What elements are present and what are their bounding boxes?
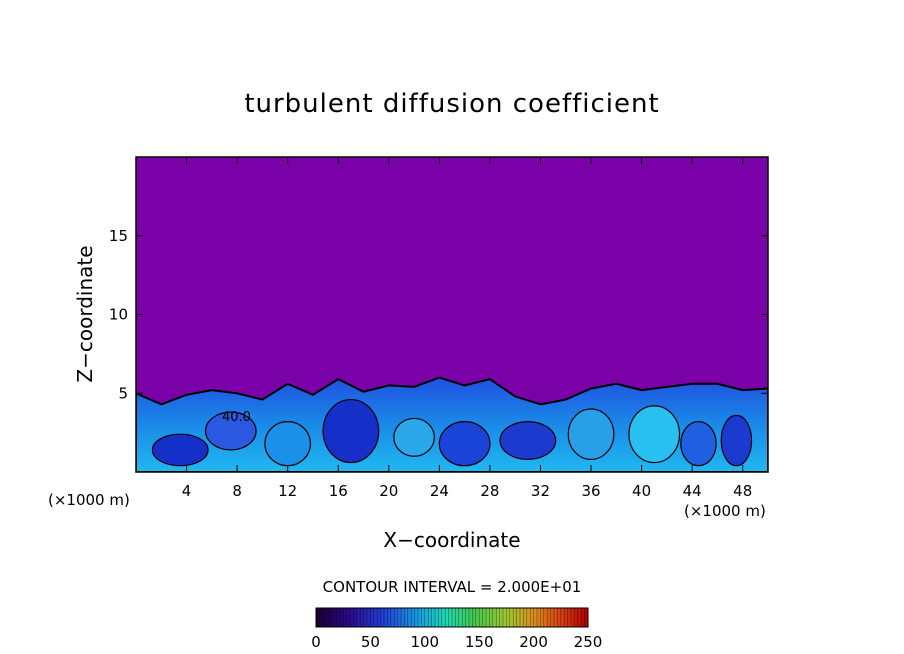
eddy xyxy=(438,421,491,467)
plot-area: 40.0 xyxy=(136,157,768,472)
x-tick-label: 40 xyxy=(632,482,651,500)
colorbar-tick-label: 0 xyxy=(311,633,321,651)
x-tick-label: 36 xyxy=(581,482,600,500)
eddy xyxy=(322,398,380,464)
eddy xyxy=(720,414,753,467)
eddy xyxy=(204,411,257,451)
colorbar-tick-label: 250 xyxy=(574,633,603,651)
colorbar-ticks: 0 50 100 150 200 250 xyxy=(311,633,602,651)
x-axis-label: X−coordinate xyxy=(383,528,520,552)
x-tick-label: 48 xyxy=(733,482,752,500)
y-tick-label: 15 xyxy=(109,227,128,245)
x-tick-label: 16 xyxy=(329,482,348,500)
eddy-structures xyxy=(151,398,753,467)
colorbar-tick-label: 200 xyxy=(519,633,548,651)
eddy xyxy=(680,421,717,467)
colorbar-tick-label: 100 xyxy=(410,633,439,651)
chart-title: turbulent diffusion coefficient xyxy=(244,89,659,119)
eddy xyxy=(393,417,435,457)
y-tick-label: 5 xyxy=(118,384,128,402)
x-tick-label: 4 xyxy=(182,482,192,500)
eddy xyxy=(151,433,209,467)
x-tick-label: 28 xyxy=(480,482,499,500)
eddy xyxy=(264,421,312,467)
contour-label: 40.0 xyxy=(222,410,251,425)
colorbar-stripes xyxy=(319,608,585,627)
eddy xyxy=(567,408,615,461)
y-axis: 5 10 15 xyxy=(109,227,768,402)
colorbar-tick-label: 150 xyxy=(465,633,494,651)
x-tick-label: 8 xyxy=(232,482,242,500)
y-tick-label: 10 xyxy=(109,306,128,324)
x-tick-label: 32 xyxy=(531,482,550,500)
x-tick-label: 20 xyxy=(379,482,398,500)
eddy xyxy=(499,421,557,461)
x-axis: 4 8 12 16 20 24 28 32 36 40 44 48 xyxy=(182,157,752,500)
colorbar: 0 50 100 150 200 250 xyxy=(311,607,602,651)
x-unit-left: (×1000 m) xyxy=(48,491,130,509)
x-tick-label: 44 xyxy=(683,482,702,500)
x-tick-label: 24 xyxy=(430,482,449,500)
y-axis-label: Z−coordinate xyxy=(73,245,97,382)
x-unit-right: (×1000 m) xyxy=(684,502,766,520)
colorbar-tick-label: 50 xyxy=(361,633,380,651)
contour-interval-label: CONTOUR INTERVAL = 2.000E+01 xyxy=(323,578,582,596)
eddy xyxy=(628,405,681,464)
x-tick-label: 12 xyxy=(278,482,297,500)
